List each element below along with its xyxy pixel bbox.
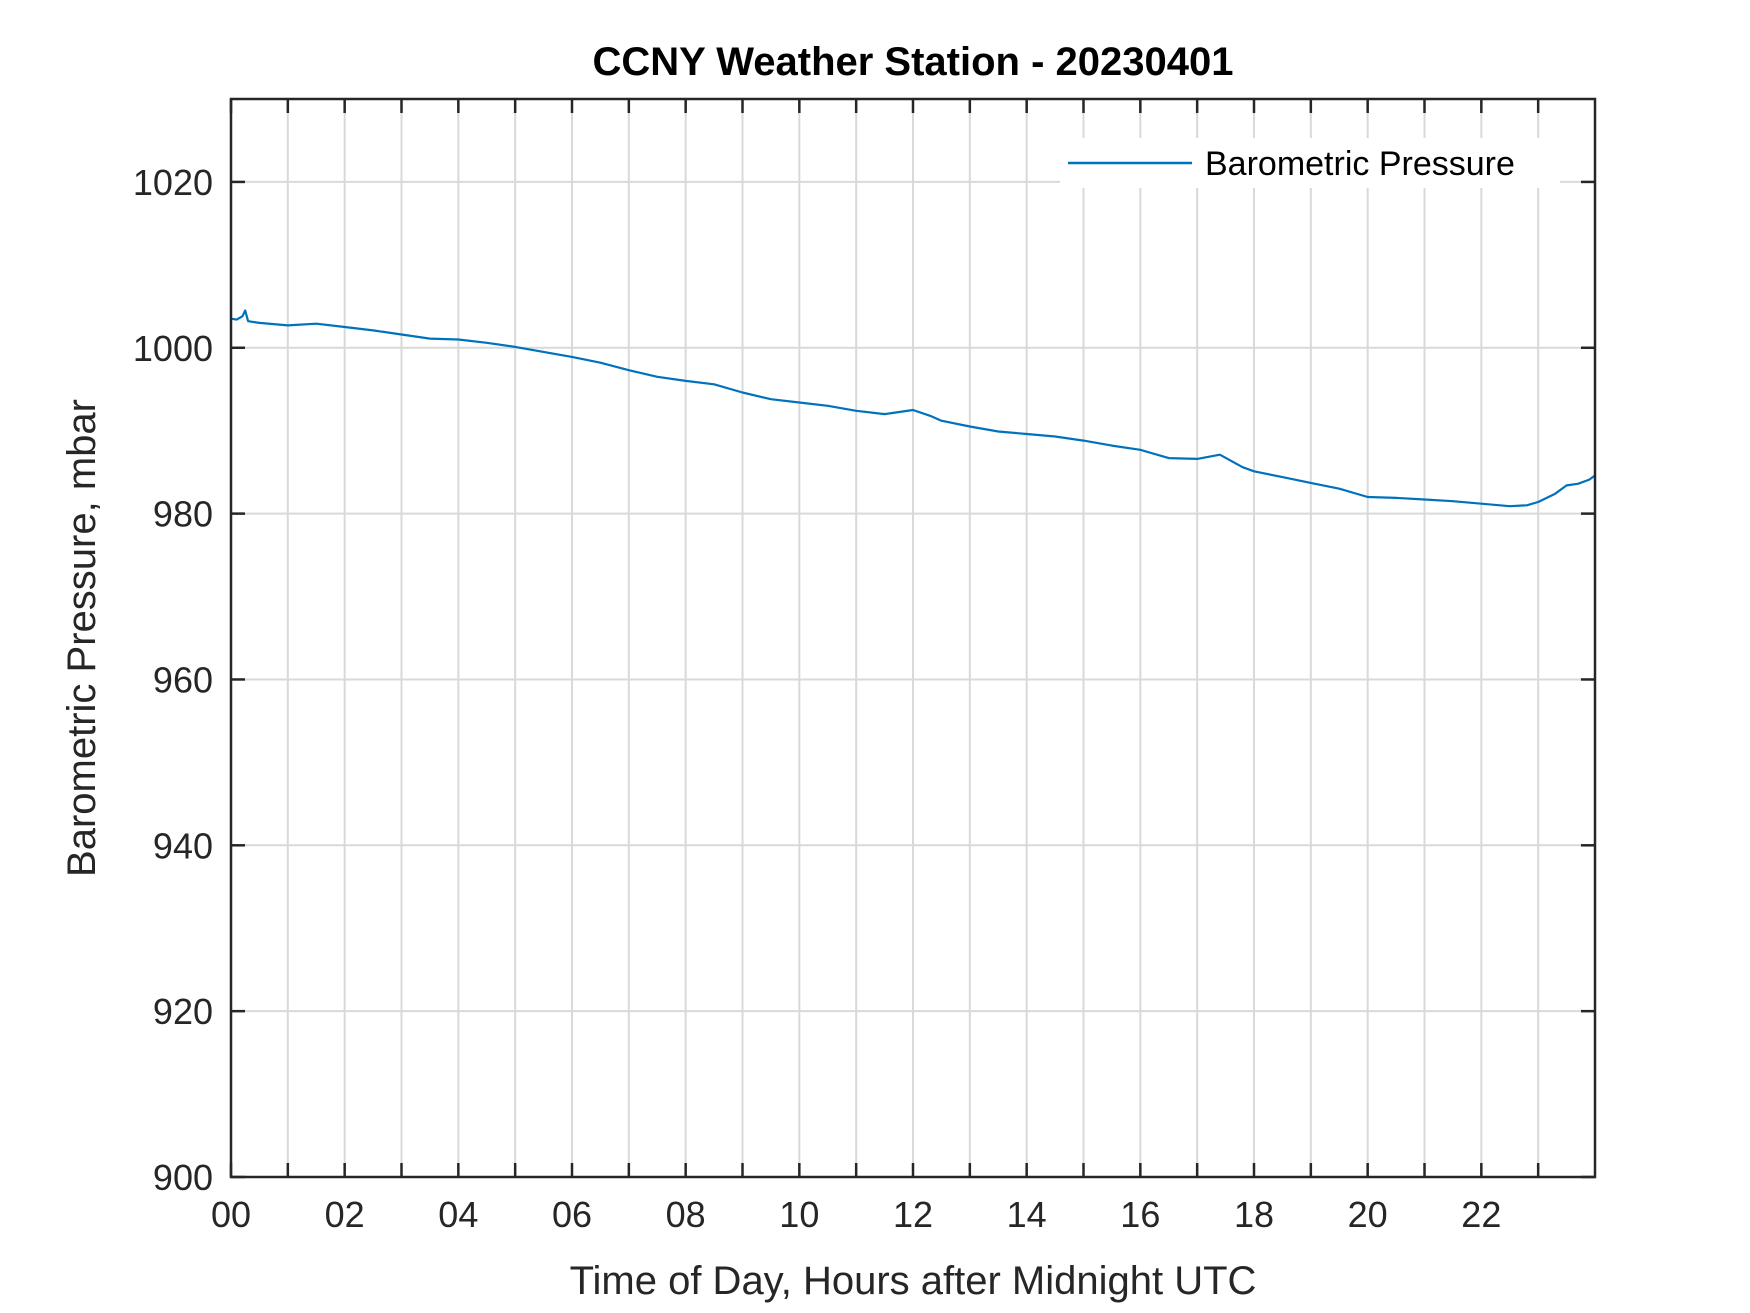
y-tick-label: 960: [153, 659, 213, 700]
y-axis-label: Barometric Pressure, mbar: [60, 399, 104, 877]
x-tick-label: 22: [1461, 1194, 1501, 1235]
y-tick-label: 900: [153, 1157, 213, 1198]
y-tick-label: 980: [153, 494, 213, 535]
chart-title: CCNY Weather Station - 20230401: [593, 40, 1234, 84]
x-tick-label: 12: [893, 1194, 933, 1235]
tick-marks: [229, 99, 1595, 1179]
grid-lines: [231, 99, 1595, 1177]
x-tick-label: 04: [438, 1194, 478, 1235]
x-tick-label: 06: [552, 1194, 592, 1235]
x-tick-label: 20: [1348, 1194, 1388, 1235]
x-axis-label: Time of Day, Hours after Midnight UTC: [570, 1259, 1257, 1303]
x-tick-label: 02: [325, 1194, 365, 1235]
y-tick-label: 1000: [133, 328, 213, 369]
x-tick-label: 00: [211, 1194, 251, 1235]
y-tick-label: 940: [153, 825, 213, 866]
x-tick-label: 08: [666, 1194, 706, 1235]
x-tick-label: 10: [779, 1194, 819, 1235]
legend-label: Barometric Pressure: [1205, 145, 1515, 183]
x-tick-labels: 00 02 04 06 08 10 12 14 16 18 20 22: [211, 1194, 1501, 1235]
x-tick-label: 16: [1120, 1194, 1160, 1235]
x-tick-label: 18: [1234, 1194, 1274, 1235]
x-tick-label: 14: [1007, 1194, 1047, 1235]
legend: Barometric Pressure: [1060, 138, 1560, 188]
series-line-barometric-pressure: [230, 309, 1596, 508]
y-tick-labels: 900 920 940 960 980 1000 1020: [133, 162, 213, 1198]
y-tick-label: 1020: [133, 162, 213, 203]
y-tick-label: 920: [153, 991, 213, 1032]
series-layer: [230, 309, 1596, 508]
